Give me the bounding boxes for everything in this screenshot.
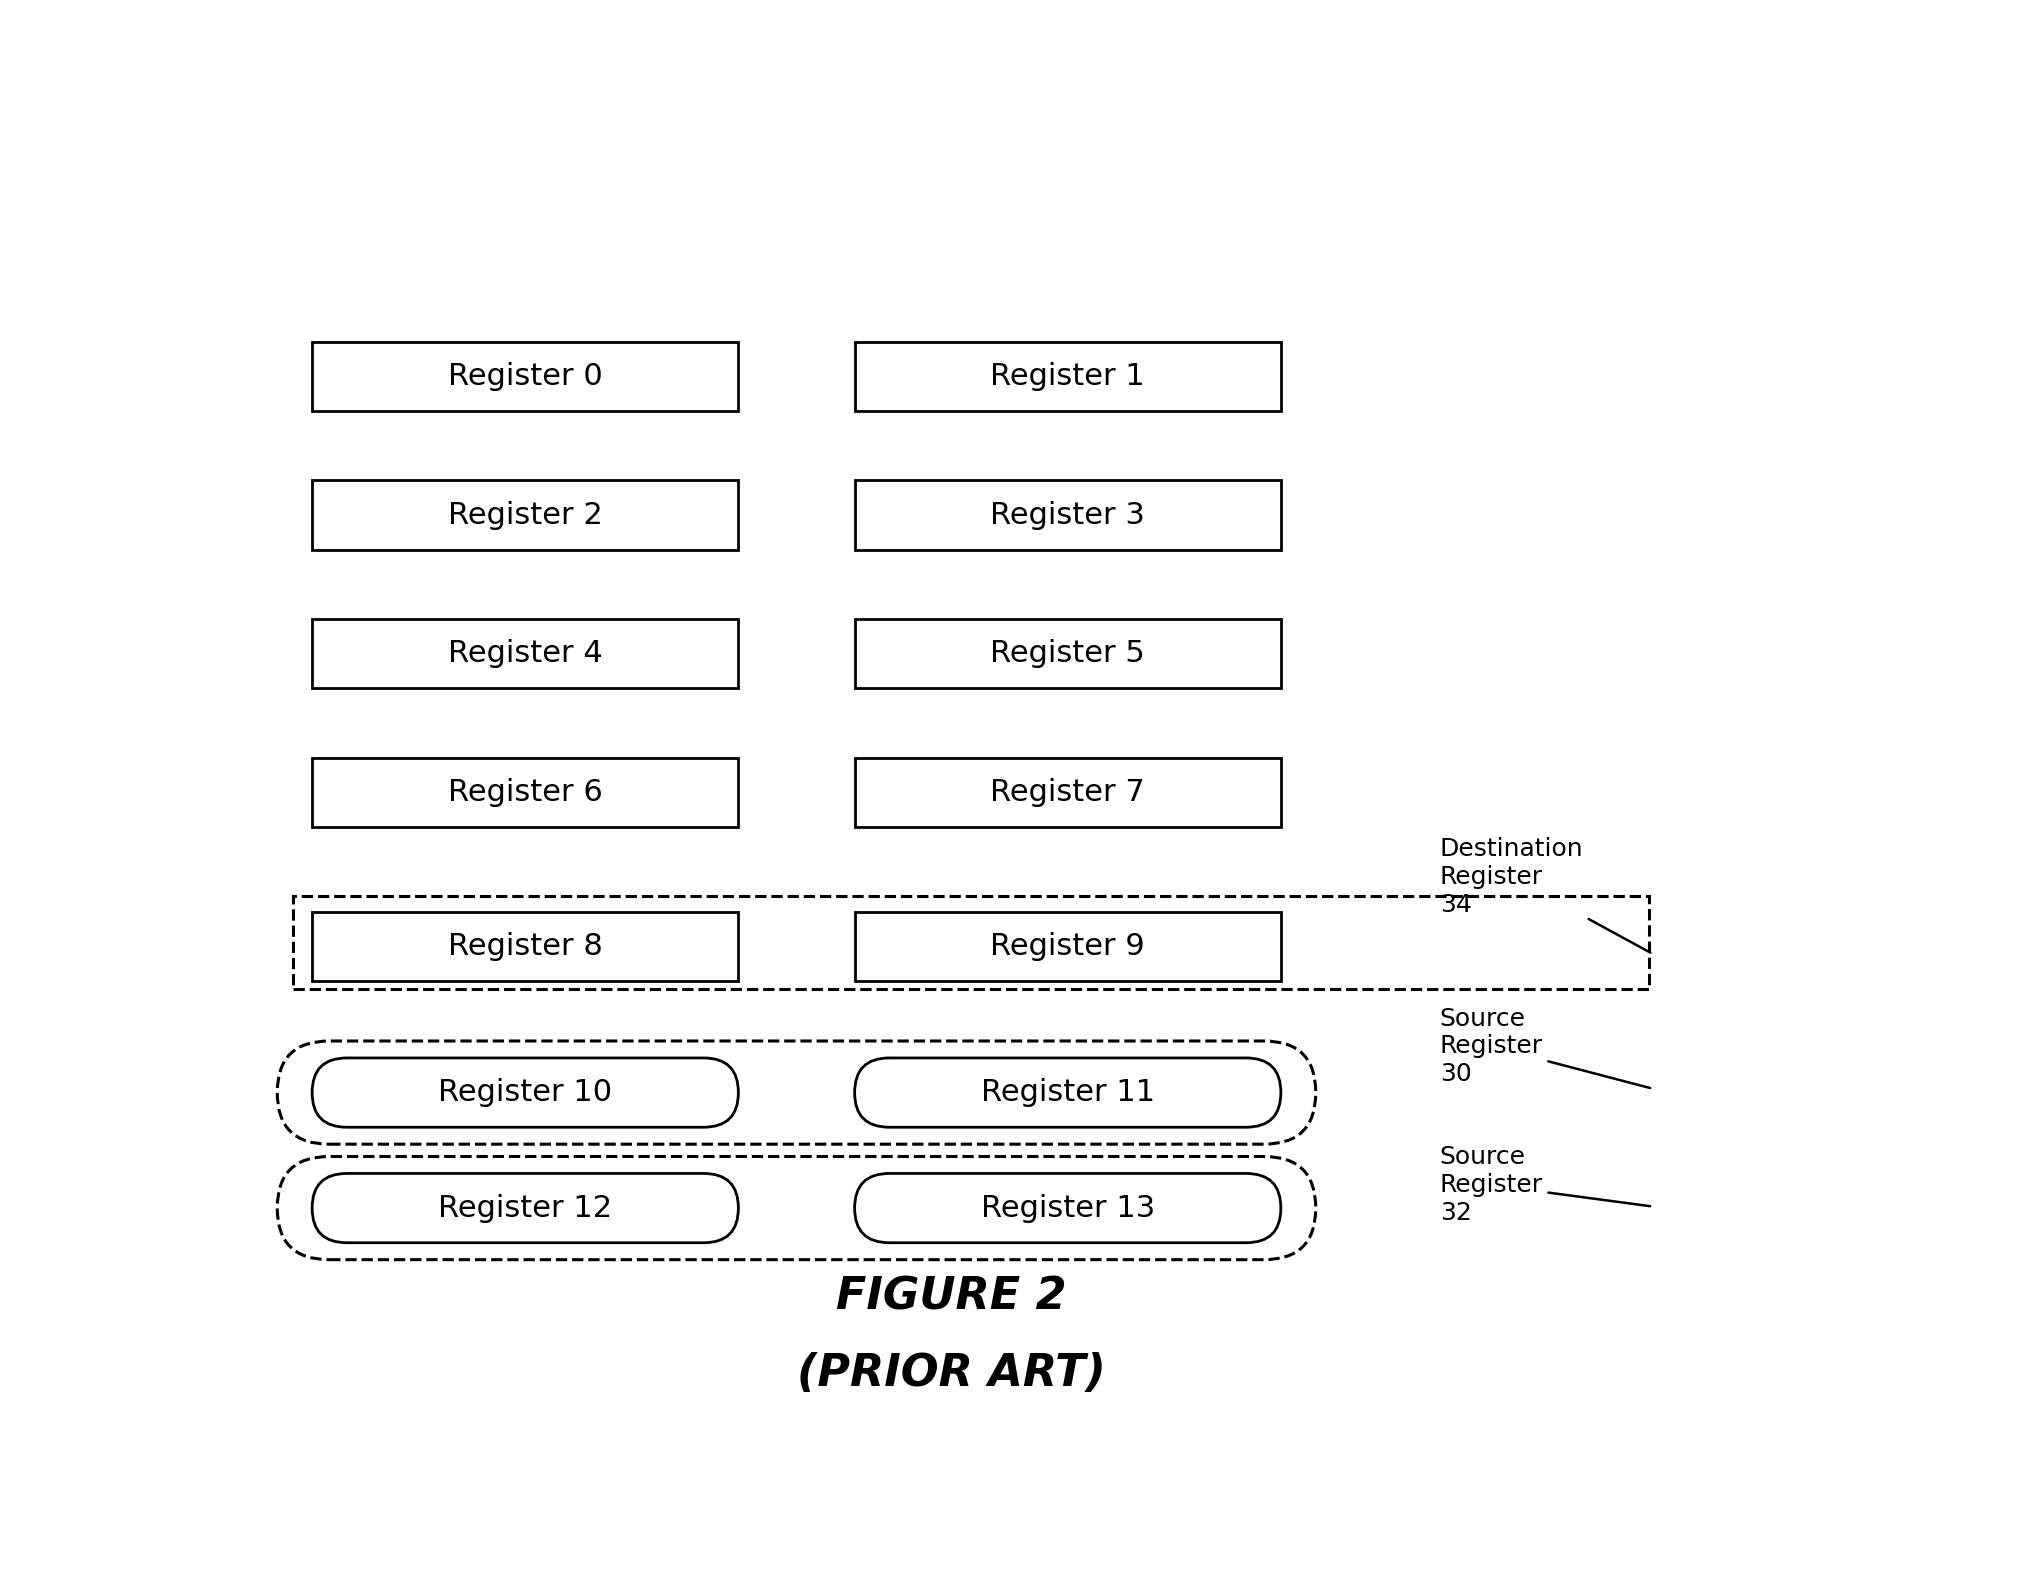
FancyBboxPatch shape — [855, 480, 1280, 550]
FancyBboxPatch shape — [313, 1058, 738, 1128]
Text: Register 12: Register 12 — [439, 1193, 612, 1222]
FancyBboxPatch shape — [855, 912, 1280, 982]
FancyBboxPatch shape — [313, 342, 738, 410]
Text: Source
Register
32: Source Register 32 — [1441, 1146, 1650, 1225]
Text: Register 4: Register 4 — [447, 640, 604, 668]
FancyBboxPatch shape — [313, 480, 738, 550]
Text: Destination
Register
34: Destination Register 34 — [1441, 837, 1650, 953]
Text: Register 10: Register 10 — [439, 1079, 612, 1107]
Text: Register 2: Register 2 — [447, 501, 604, 530]
FancyBboxPatch shape — [855, 1174, 1280, 1243]
Text: Register 1: Register 1 — [990, 363, 1146, 391]
Text: Register 7: Register 7 — [990, 778, 1146, 807]
FancyBboxPatch shape — [855, 619, 1280, 689]
FancyBboxPatch shape — [855, 757, 1280, 827]
Text: Register 8: Register 8 — [447, 932, 604, 961]
FancyBboxPatch shape — [855, 342, 1280, 410]
Text: Register 9: Register 9 — [990, 932, 1146, 961]
FancyBboxPatch shape — [313, 912, 738, 982]
Text: Register 13: Register 13 — [981, 1193, 1154, 1222]
FancyBboxPatch shape — [855, 1058, 1280, 1128]
Text: Register 6: Register 6 — [447, 778, 604, 807]
Text: (PRIOR ART): (PRIOR ART) — [797, 1352, 1105, 1395]
FancyBboxPatch shape — [313, 619, 738, 689]
Text: FIGURE 2: FIGURE 2 — [837, 1274, 1067, 1317]
Text: Register 3: Register 3 — [990, 501, 1146, 530]
FancyBboxPatch shape — [313, 757, 738, 827]
FancyBboxPatch shape — [313, 1174, 738, 1243]
Text: Register 0: Register 0 — [447, 363, 604, 391]
Text: Source
Register
30: Source Register 30 — [1441, 1007, 1650, 1088]
Text: Register 5: Register 5 — [990, 640, 1146, 668]
Text: Register 11: Register 11 — [981, 1079, 1154, 1107]
